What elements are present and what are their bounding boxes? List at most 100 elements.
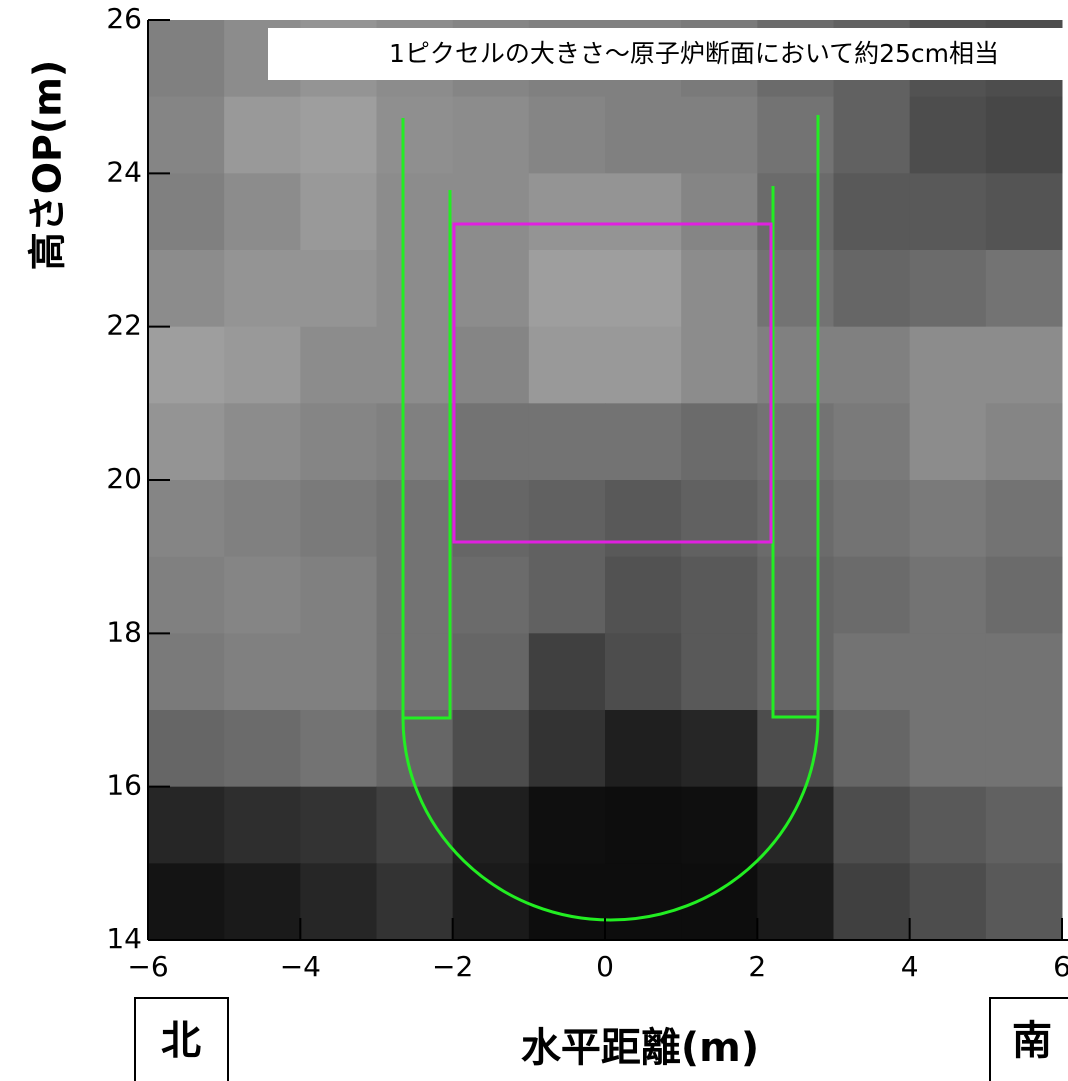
heatmap-cell: [224, 173, 301, 251]
heatmap-cell: [528, 96, 606, 174]
heatmap-cell: [985, 480, 1063, 558]
heatmap-cell: [833, 250, 911, 328]
heatmap-cell: [452, 173, 530, 251]
heatmap-cell: [376, 173, 454, 251]
y-tick-label: 16: [106, 769, 142, 802]
heatmap-cell: [605, 173, 682, 251]
heatmap-cell: [757, 710, 834, 788]
heatmap-cell: [452, 326, 530, 404]
heatmap-cell: [985, 633, 1063, 711]
heatmap-cell: [528, 480, 606, 558]
heatmap-cell: [605, 480, 682, 558]
heatmap-cell: [909, 863, 987, 940]
heatmap-cell: [909, 710, 987, 788]
heatmap-cell: [985, 786, 1063, 864]
heatmap-cell: [909, 480, 987, 558]
heatmap-cell: [148, 403, 225, 481]
heatmap-cell: [681, 326, 758, 404]
y-tick-label: 14: [106, 922, 142, 955]
heatmap-cell: [757, 173, 834, 251]
heatmap-cell: [376, 326, 454, 404]
heatmap-cell: [224, 403, 301, 481]
annotation: 1ピクセルの大きさ～原子炉断面において約25cm相当: [389, 39, 999, 68]
heatmap-cell: [605, 403, 682, 481]
x-tick-label: 4: [901, 950, 919, 983]
south-label: 南: [1012, 1018, 1052, 1064]
core-box: [452, 222, 773, 544]
heatmap-cell: [681, 480, 758, 558]
heatmap-cell: [909, 250, 987, 328]
heatmap-cell: [757, 96, 834, 174]
heatmap-cell: [681, 403, 758, 481]
heatmap-cell: [985, 403, 1063, 481]
heatmap-cell: [528, 173, 606, 251]
heatmap-cell: [985, 326, 1063, 404]
heatmap-cell: [452, 480, 530, 558]
heatmap-cell: [909, 326, 987, 404]
x-tick-label: 2: [748, 950, 766, 983]
heatmap-cell: [300, 786, 377, 864]
heatmap-cell: [148, 20, 225, 98]
heatmap-cell: [605, 633, 682, 711]
heatmap-cell: [300, 326, 377, 404]
heatmap-cell: [985, 863, 1063, 940]
heatmap-cell: [757, 633, 834, 711]
heatmap-cell: [681, 633, 758, 711]
heatmap-cell: [909, 556, 987, 634]
north-box: [134, 997, 229, 1081]
heatmap-cell: [757, 786, 834, 864]
heatmap-cell: [528, 556, 606, 634]
heatmap-cell: [376, 863, 454, 940]
heatmap-cell: [224, 556, 301, 634]
heatmap-cell: [452, 556, 530, 634]
north-label: 北: [161, 1018, 201, 1064]
annotation-box: [268, 28, 1068, 80]
heatmap-cell: [833, 403, 911, 481]
heatmap-cell: [376, 710, 454, 788]
heatmap-cell: [605, 556, 682, 634]
south-box: [989, 997, 1068, 1081]
right-wall: [771, 115, 820, 719]
heatmap-cell: [909, 786, 987, 864]
heatmap-cell: [148, 556, 225, 634]
heatmap-cell: [985, 250, 1063, 328]
heatmap-cell: [148, 480, 225, 558]
heatmap-cell: [148, 326, 225, 404]
heatmap-cell: [681, 96, 758, 174]
heatmap-cell: [909, 173, 987, 251]
left-wall: [401, 118, 452, 720]
heatmap-cell: [148, 633, 225, 711]
x-axis-label: 水平距離(m): [521, 1025, 759, 1071]
heatmap-cell: [452, 250, 530, 328]
heatmap-cell: [148, 96, 225, 174]
heatmap-cell: [376, 786, 454, 864]
heatmap-cell: [833, 480, 911, 558]
heatmap-cell: [528, 863, 606, 940]
y-tick-label: 18: [106, 615, 142, 648]
heatmap-cell: [833, 786, 911, 864]
heatmap-cell: [376, 96, 454, 174]
heatmap-cell: [757, 403, 834, 481]
heatmap-cell: [681, 250, 758, 328]
heatmap-cell: [757, 556, 834, 634]
heatmap-cell: [224, 633, 301, 711]
heatmap-cell: [300, 173, 377, 251]
y-tick-label: 24: [106, 155, 142, 188]
heatmap-cell: [605, 863, 682, 940]
y-tick-label: 22: [106, 309, 142, 342]
heatmap-cell: [985, 173, 1063, 251]
heatmap-cell: [528, 710, 606, 788]
heatmap-cell: [681, 786, 758, 864]
heatmap-cell: [681, 710, 758, 788]
x-tick-label: −6: [127, 950, 168, 983]
heatmap-cell: [148, 250, 225, 328]
heatmap-cell: [833, 556, 911, 634]
heatmap-cell: [300, 403, 377, 481]
heatmap-cell: [376, 633, 454, 711]
heatmap-cell: [833, 710, 911, 788]
heatmap-cell: [757, 480, 834, 558]
heatmap-cell: [833, 633, 911, 711]
heatmap-cell: [909, 96, 987, 174]
heatmap-cell: [985, 710, 1063, 788]
